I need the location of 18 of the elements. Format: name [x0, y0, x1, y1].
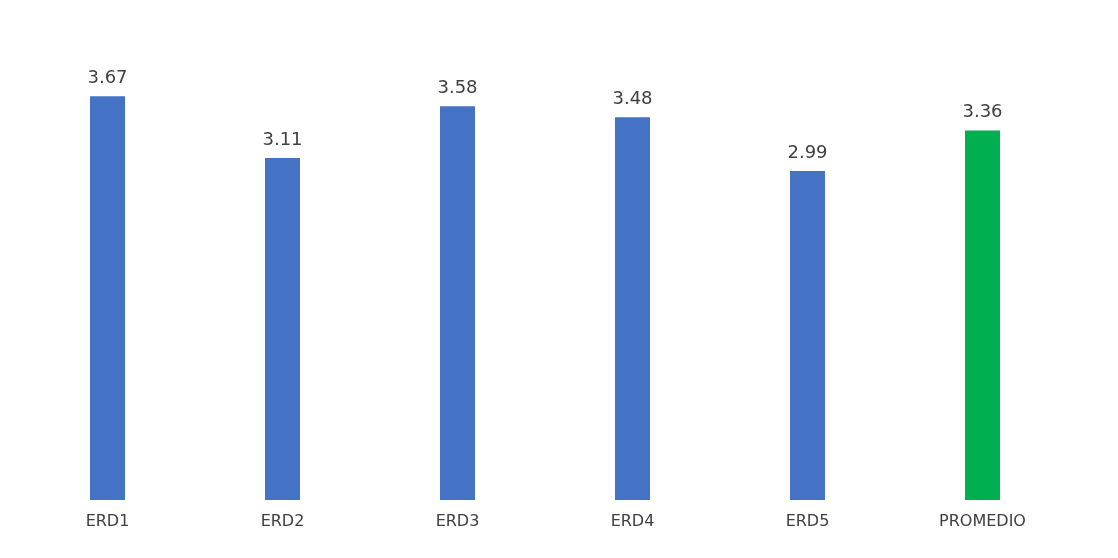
x-tick-label: ERD4	[610, 510, 655, 530]
x-tick-label: ERD5	[785, 510, 830, 530]
bar	[90, 96, 125, 500]
bar	[965, 130, 1000, 500]
x-tick-label: ERD1	[85, 510, 130, 530]
bar	[265, 157, 300, 500]
bar	[615, 117, 650, 500]
data-label: 3.11	[262, 127, 303, 149]
x-tick-label: PROMEDIO	[939, 510, 1026, 530]
bar	[790, 171, 825, 500]
data-label: 2.99	[787, 141, 828, 163]
data-label: 3.58	[437, 76, 478, 98]
x-tick-label: ERD2	[260, 510, 305, 530]
data-label: 3.48	[612, 87, 653, 109]
bar	[440, 106, 475, 500]
data-label: 3.67	[87, 66, 128, 88]
data-label: 3.36	[962, 100, 1003, 122]
x-tick-label: ERD3	[435, 510, 480, 530]
